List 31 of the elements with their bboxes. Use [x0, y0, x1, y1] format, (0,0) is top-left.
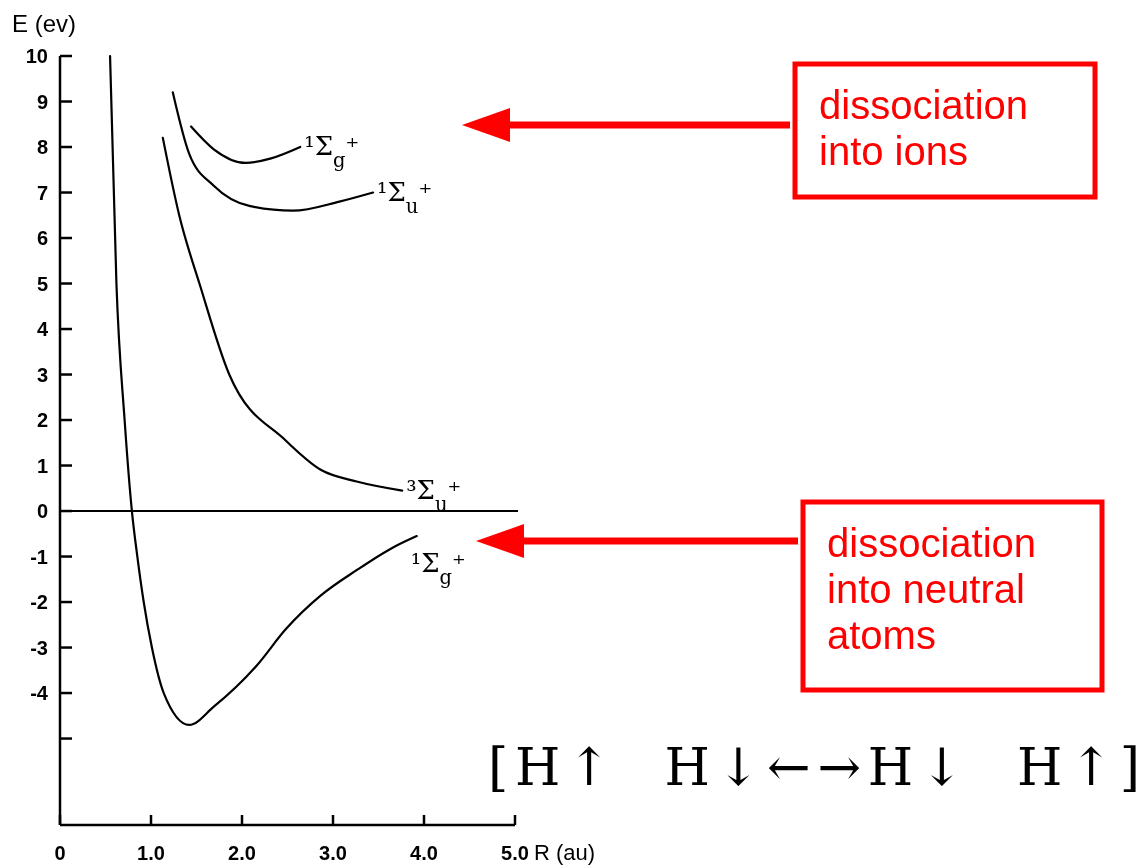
y-tick-label: -4	[30, 682, 49, 705]
x-tick-label: 0	[54, 842, 66, 864]
series-label: ¹Σ$_{g}$⁺	[410, 548, 466, 589]
line-series	[171, 91, 375, 212]
y-tick-label: 10	[25, 45, 48, 67]
series-label: ¹Σ$_{g}$⁺	[304, 131, 360, 172]
text: dissociation into ions	[819, 83, 1029, 173]
x-tick-label: 1.0	[137, 842, 165, 864]
series-label: ¹Σ$_{u}$⁺	[377, 176, 433, 218]
y-tick-label: 5	[36, 272, 48, 295]
annotation: [H↑ H↓←→H↓ H↑]	[488, 737, 1140, 797]
x-axis-title: R (au)	[534, 840, 596, 865]
y-tick-label: 3	[36, 363, 48, 386]
line-series	[189, 125, 302, 165]
x-tick-label: 4.0	[410, 842, 438, 864]
y-tick-label: 2	[36, 409, 48, 432]
y-tick-label: -2	[30, 591, 48, 614]
x-tick-label: 5.0	[501, 842, 529, 864]
y-axis-title: E (ev)	[12, 10, 77, 37]
y-tick-label: 6	[36, 227, 48, 250]
y-tick-label: 1	[36, 454, 48, 477]
y-tick-label: -3	[30, 636, 48, 659]
text: dissociation into neutral atoms	[827, 521, 1037, 657]
y-tick-label: -1	[30, 545, 48, 568]
x-tick-label: 2.0	[228, 842, 256, 864]
y-tick-label: 4	[36, 318, 49, 341]
y-tick-label: 7	[36, 181, 48, 204]
y-tick-label: 8	[36, 136, 48, 159]
y-tick-label: 0	[36, 500, 48, 523]
y-tick-label: 9	[36, 90, 48, 113]
x-tick-label: 3.0	[319, 842, 347, 864]
